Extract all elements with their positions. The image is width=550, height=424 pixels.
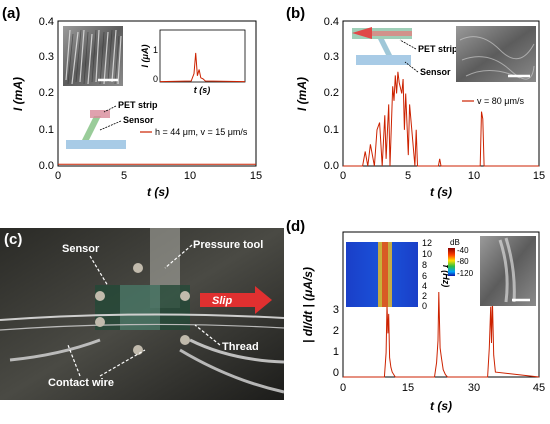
panel-b-plot	[343, 71, 539, 167]
panel-b-pet-strip-label: PET strip	[418, 44, 458, 54]
panel-d: (d) 0 1 2 3 0 15 30 45 t (s) | dI/dt | (…	[286, 218, 545, 413]
panel-c-slip-arrow: Slip	[200, 286, 272, 314]
panel-b: (b) 0.0 0.1 0.2 0.3 0.4 0 5 10 15 t (s) …	[286, 5, 545, 199]
panel-a-schematic: PET strip Sensor	[66, 100, 158, 149]
panel-a-legend: h = 44 μm, v = 15 μm/s	[140, 127, 248, 137]
panel-b-xtick-0: 0	[340, 170, 346, 182]
panel-d-xtick-3: 45	[533, 382, 545, 394]
panel-a-yticks: 0.0 0.1 0.2 0.3 0.4	[39, 16, 54, 172]
panel-d-xtick-0: 0	[340, 382, 346, 394]
panel-d-yticks: 0 1 2 3	[333, 304, 339, 379]
panel-a-current-inset: 0 1 I (μA) t (s)	[140, 29, 246, 95]
panel-d-xticks: 0 15 30 45	[340, 382, 545, 394]
panel-d-ytick-3: 3	[333, 304, 339, 316]
panel-b-xtick-2: 10	[468, 170, 480, 182]
panel-d-spectro-ytick-1: 2	[422, 291, 427, 301]
panel-d-spectro-ytick-6: 12	[422, 238, 432, 248]
panel-d-colorbar-tick-0: -40	[457, 246, 469, 255]
panel-a-ytick-1: 0.1	[39, 124, 54, 136]
series-line-a-inset-0	[159, 52, 246, 83]
panel-b-ytick-3: 0.3	[324, 51, 339, 63]
series-line-d-0	[343, 291, 540, 378]
panel-b-sensor-label: Sensor	[420, 67, 451, 77]
panel-a-xticks: 0 5 10 15	[55, 170, 262, 182]
panel-d-ytick-0: 0	[333, 367, 339, 379]
panel-b-legend: v = 80 μm/s	[462, 96, 524, 106]
panel-a-ytick-0: 0.0	[39, 160, 54, 172]
panel-d-sem-image	[480, 236, 536, 306]
panel-c-sensor-label: Sensor	[62, 243, 100, 255]
panel-b-schematic: PET strip Sensor	[352, 27, 458, 77]
panel-a-xtick-2: 10	[184, 170, 196, 182]
panel-d-xtick-2: 30	[468, 382, 480, 394]
panel-d-colorbar-title: dB	[450, 238, 460, 247]
panel-a-ytick-2: 0.2	[39, 87, 54, 99]
panel-b-xlabel: t (s)	[430, 185, 452, 199]
panel-d-spectro-ytick-5: 10	[422, 249, 432, 259]
panel-d-ylabel: | dI/dt | (μA/s)	[301, 267, 315, 343]
panel-c: Slip (c) Sensor Pressure tool Thread Con…	[0, 228, 285, 400]
panel-a-xtick-3: 15	[250, 170, 262, 182]
panel-a-ytick-4: 0.4	[39, 16, 54, 28]
panel-a-sensor-label: Sensor	[123, 115, 154, 125]
panel-b-xtick-3: 15	[533, 170, 545, 182]
panel-d-frame	[342, 231, 540, 378]
panel-a-ytick-3: 0.3	[39, 51, 54, 63]
panel-d-spectro-ytick-3: 6	[422, 271, 427, 281]
panel-a-sem-image	[63, 26, 123, 86]
panel-b-ytick-1: 0.1	[324, 124, 339, 136]
panel-b-letter: (b)	[286, 5, 305, 22]
panel-c-thread-label: Thread	[222, 341, 259, 353]
panel-a-inset-xlabel: t (s)	[194, 85, 211, 95]
panel-d-ytick-1: 1	[333, 346, 339, 358]
panel-a: (a) 0.0 0.1 0.2 0.3 0.4 0 5 10 15 t (s) …	[2, 5, 262, 199]
panel-a-inset-ytick-1: 1	[153, 45, 158, 55]
panel-a-legend-label: h = 44 μm, v = 15 μm/s	[155, 127, 248, 137]
panel-a-letter: (a)	[2, 5, 20, 22]
panel-a-inset-plot	[159, 52, 246, 83]
panel-d-letter: (d)	[286, 218, 305, 235]
panel-d-xlabel: t (s)	[430, 399, 452, 413]
panel-a-xtick-0: 0	[55, 170, 61, 182]
panel-d-ytick-2: 2	[333, 325, 339, 337]
panel-d-colorbar-tick-2: -120	[457, 269, 474, 278]
panel-c-slip-label: Slip	[212, 295, 232, 307]
series-line-b-0	[343, 71, 539, 167]
panel-a-inset-ylabel: I (μA)	[140, 45, 150, 68]
panel-d-spectro-ylabel: f (Hz)	[441, 265, 451, 288]
panel-a-xlabel: t (s)	[147, 185, 169, 199]
panel-b-ytick-4: 0.4	[324, 16, 339, 28]
panel-d-colorbar-tick-1: -80	[457, 257, 469, 266]
panel-b-legend-label: v = 80 μm/s	[477, 96, 524, 106]
panel-a-xtick-1: 5	[121, 170, 127, 182]
panel-b-ylabel: I (mA)	[295, 77, 309, 111]
panel-c-contact-wire-label: Contact wire	[48, 377, 114, 389]
panel-d-spectrogram: 12 10 8 6 4 2 0 f (Hz) dB -40 -80 -120	[346, 238, 474, 311]
panel-c-pressure-tool-label: Pressure tool	[193, 239, 263, 251]
panel-b-ytick-0: 0.0	[324, 160, 339, 172]
panel-b-xtick-1: 5	[405, 170, 411, 182]
panel-a-ylabel: I (mA)	[11, 77, 25, 111]
panel-d-plot	[343, 291, 540, 378]
panel-d-spectro-ytick-4: 8	[422, 260, 427, 270]
panel-b-ytick-2: 0.2	[324, 87, 339, 99]
panel-a-frame	[57, 20, 257, 167]
panel-b-yticks: 0.0 0.1 0.2 0.3 0.4	[324, 16, 339, 172]
panel-b-xticks: 0 5 10 15	[340, 170, 545, 182]
panel-d-spectro-ytick-2: 4	[422, 281, 427, 291]
panel-d-colorbar	[448, 248, 455, 276]
panel-a-inset-ytick-0: 0	[153, 74, 158, 84]
panel-c-letter: (c)	[4, 231, 22, 248]
panel-d-xtick-1: 15	[402, 382, 414, 394]
panel-c-pointers	[67, 244, 221, 377]
panel-d-spectro-ytick-0: 0	[422, 301, 427, 311]
panel-a-pet-strip-label: PET strip	[118, 100, 158, 110]
panel-b-sem-image	[456, 26, 536, 82]
